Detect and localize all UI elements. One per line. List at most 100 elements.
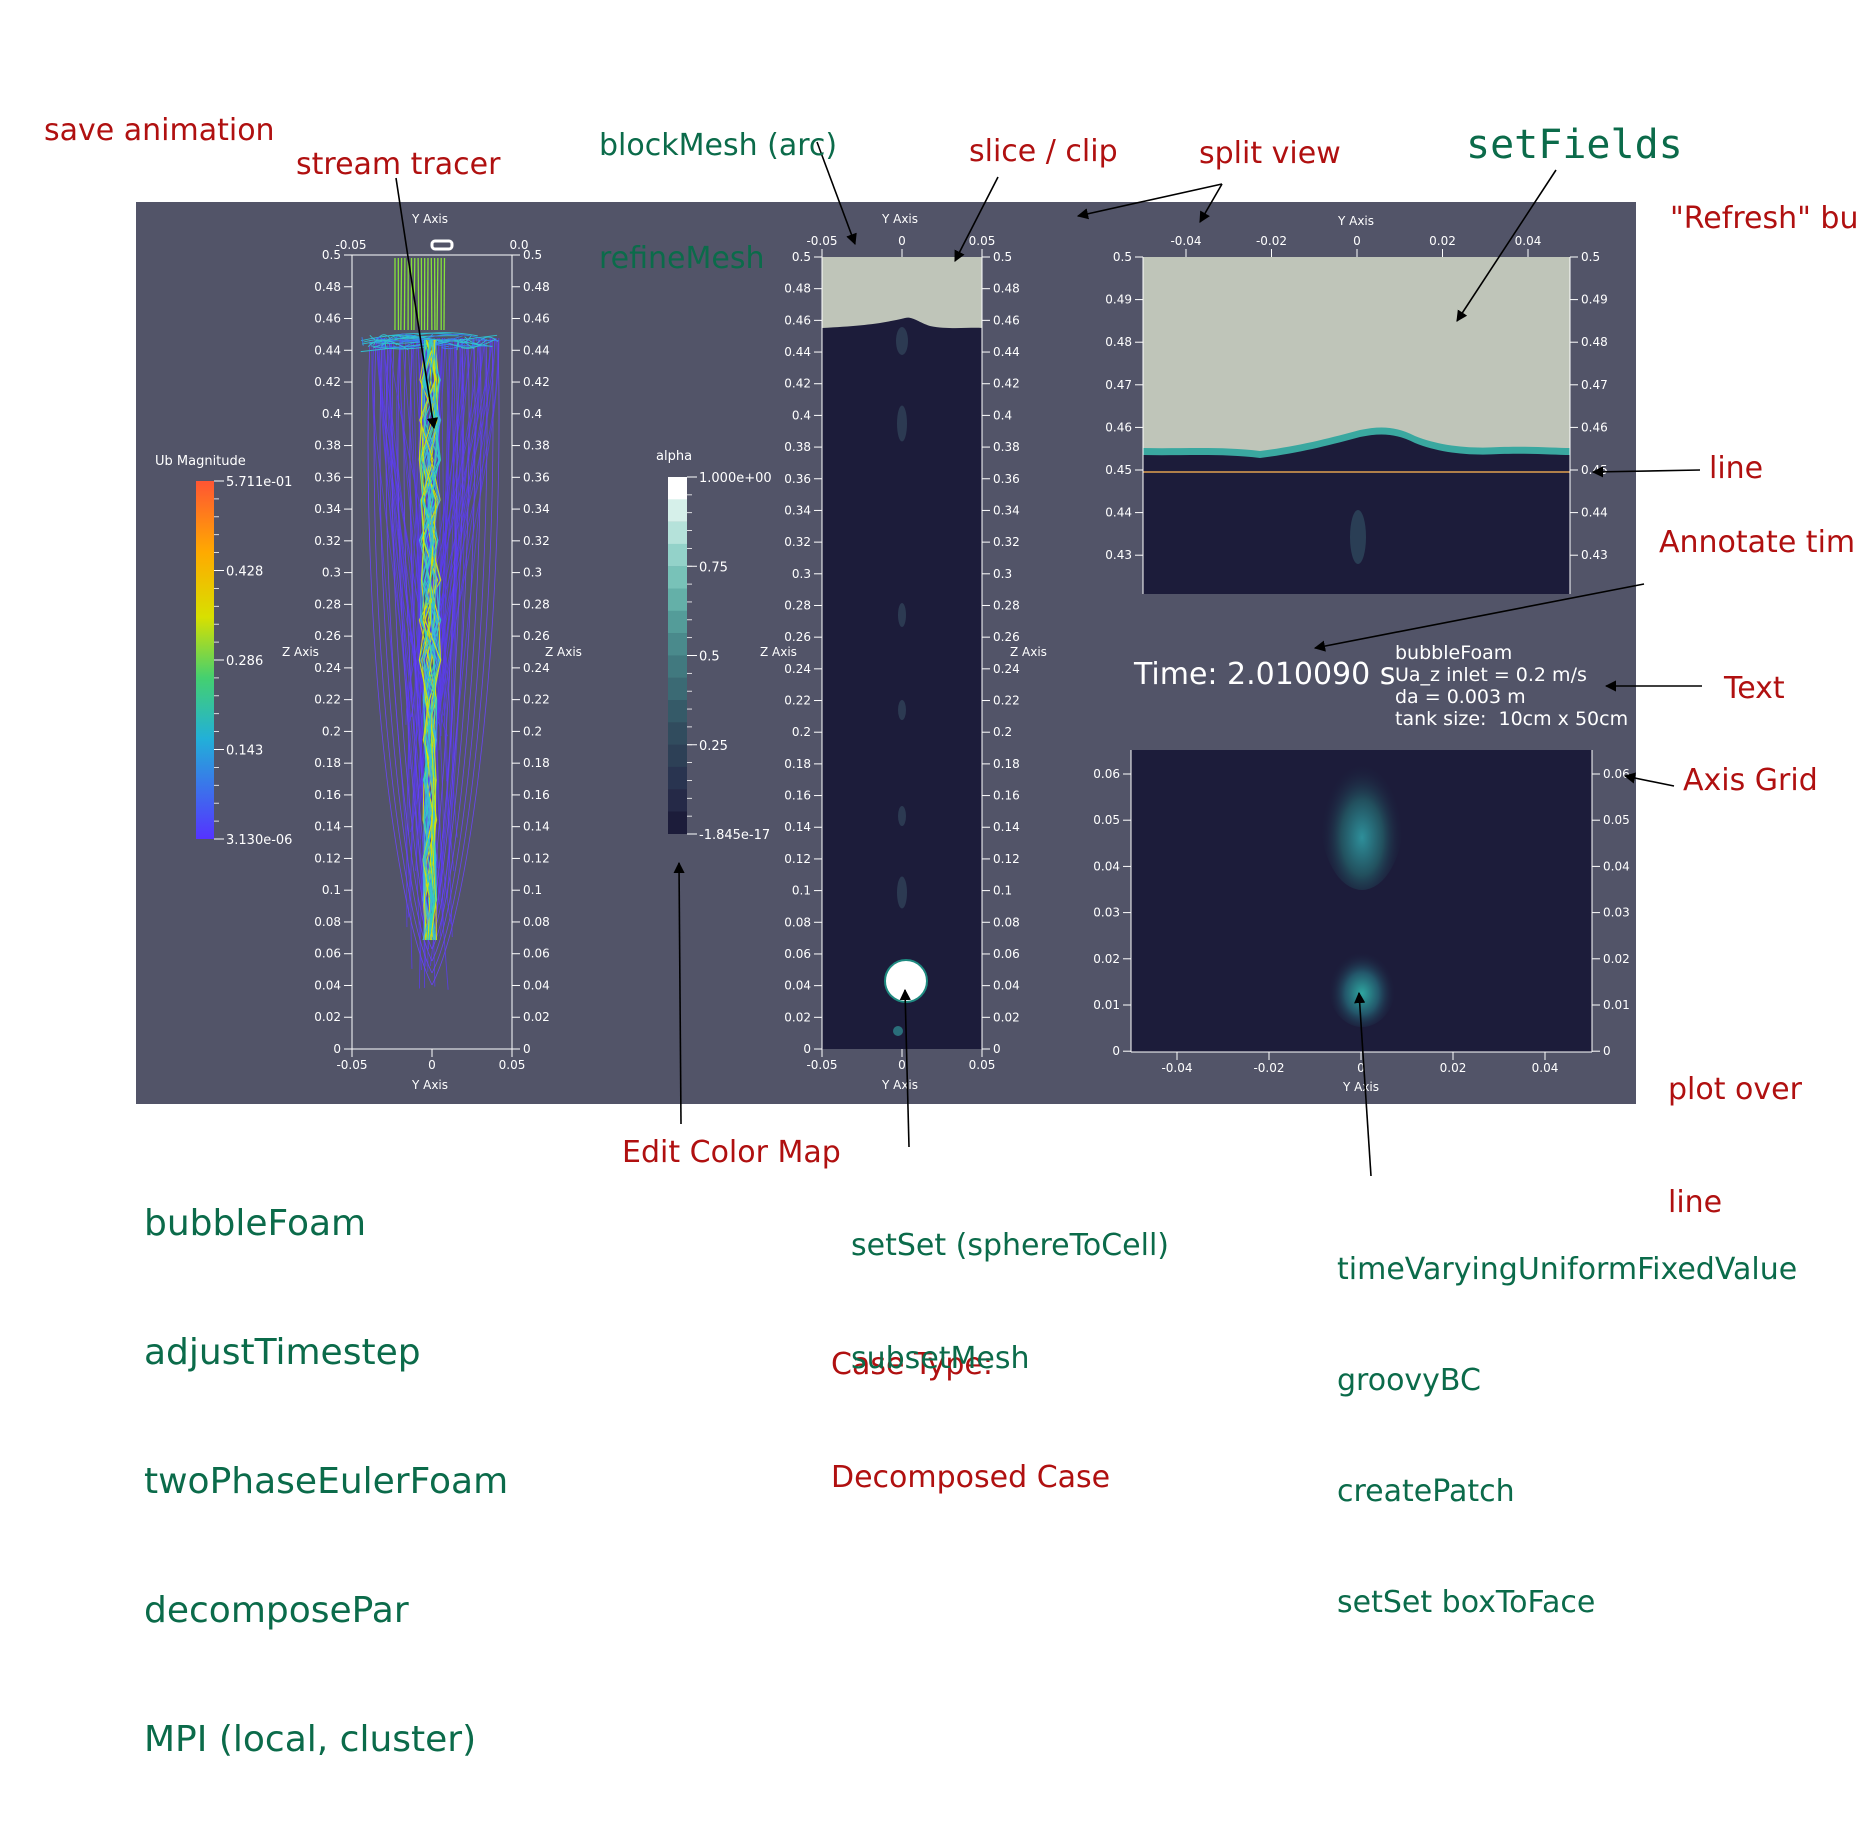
label-save-animation: save animation bbox=[44, 112, 275, 150]
label-slice-clip: slice / clip bbox=[969, 133, 1118, 171]
label-refresh-button: "Refresh" bu bbox=[1670, 200, 1857, 238]
label-bubblefoam: bubbleFoam bbox=[144, 1202, 508, 1245]
tick-label-left: 0.48 bbox=[314, 280, 341, 294]
label-groovybc: groovyBC bbox=[1337, 1362, 1797, 1399]
alpha-colorbar-band bbox=[668, 566, 687, 589]
tick-label-right: 0.12 bbox=[523, 851, 550, 865]
tick-label-right: 0.43 bbox=[1581, 548, 1608, 562]
tick-label-left: 0.28 bbox=[314, 597, 341, 611]
alpha-colorbar-title: alpha bbox=[656, 449, 692, 464]
tick-label-right: 0.48 bbox=[1581, 335, 1608, 349]
tick-label-right: 0.44 bbox=[993, 345, 1020, 359]
label-blockmesh-group: blockMesh (arc) refineMesh bbox=[599, 52, 837, 352]
label-timevarying: timeVaryingUniformFixedValue bbox=[1337, 1251, 1797, 1288]
axis-title-side-left: Z Axis bbox=[760, 645, 797, 659]
tick-label-left: 0.3 bbox=[792, 567, 811, 581]
tick-label-right: 0.02 bbox=[1603, 952, 1630, 966]
alpha-colorbar-band bbox=[668, 678, 687, 701]
x-tick-label-bottom: 0.05 bbox=[499, 1058, 526, 1072]
label-plot-over-line-1: plot over bbox=[1668, 1071, 1802, 1109]
tick-label-left: 0.02 bbox=[784, 1010, 811, 1024]
tick-label-right: 0.36 bbox=[523, 470, 550, 484]
label-text: Text bbox=[1724, 670, 1785, 708]
x-tick-label-top: -0.05 bbox=[335, 238, 366, 252]
tick-label-right: 0 bbox=[523, 1042, 531, 1056]
tick-label-left: 0.45 bbox=[1105, 463, 1132, 477]
ub-colorbar-label: 5.711e-01 bbox=[226, 475, 292, 490]
tick-label-left: 0.43 bbox=[1105, 548, 1132, 562]
x-tick-label-bottom: 0.04 bbox=[1532, 1061, 1559, 1075]
tick-label-right: 0.3 bbox=[993, 567, 1012, 581]
x-tick-label-bottom: -0.02 bbox=[1253, 1061, 1284, 1075]
tick-label-right: 0.18 bbox=[993, 757, 1020, 771]
tick-label-left: 0.4 bbox=[322, 407, 341, 421]
x-tick-label-top: 0.02 bbox=[1429, 234, 1456, 248]
tick-label-left: 0.18 bbox=[314, 756, 341, 770]
tick-label-right: 0.32 bbox=[523, 534, 550, 548]
time-annotation: Time: 2.010090 s bbox=[1134, 656, 1395, 694]
alpha-trace-blob bbox=[898, 806, 906, 826]
tick-label-right: 0.08 bbox=[993, 915, 1020, 929]
tick-label-right: 0.08 bbox=[523, 915, 550, 929]
tick-label-right: 0.4 bbox=[993, 408, 1012, 422]
tick-label-left: 0.4 bbox=[792, 408, 811, 422]
tick-label-left: 0.24 bbox=[314, 661, 341, 675]
alpha-trace-blob bbox=[898, 700, 906, 720]
tick-label-right: 0.16 bbox=[993, 789, 1020, 803]
tick-label-right: 0.48 bbox=[523, 280, 550, 294]
tick-label-right: 0.2 bbox=[993, 725, 1012, 739]
tick-label-right: 0.46 bbox=[993, 313, 1020, 327]
tick-label-left: 0.04 bbox=[314, 978, 341, 992]
inlet-streamline bbox=[437, 258, 438, 330]
tick-label-right: 0.04 bbox=[993, 979, 1020, 993]
x-tick-label-top: -0.02 bbox=[1256, 234, 1287, 248]
alpha-colorbar-band bbox=[668, 522, 687, 545]
tick-label-left: 0.22 bbox=[314, 693, 341, 707]
tick-label-right: 0.34 bbox=[993, 503, 1020, 517]
axis-title-side-right: Z Axis bbox=[1010, 645, 1047, 659]
tick-label-left: 0.2 bbox=[322, 724, 341, 738]
x-tick-label-bottom: 0.05 bbox=[969, 1058, 996, 1072]
tick-label-left: 0.14 bbox=[784, 820, 811, 834]
x-tick-label-bottom: -0.05 bbox=[806, 1058, 837, 1072]
label-edit-color-map: Edit Color Map bbox=[622, 1134, 841, 1172]
tick-label-left: 0.49 bbox=[1105, 293, 1132, 307]
tick-label-right: 0.42 bbox=[523, 375, 550, 389]
arrow-edit-color-map bbox=[679, 863, 681, 1124]
alpha-colorbar-band bbox=[668, 700, 687, 723]
tick-label-right: 0.22 bbox=[523, 693, 550, 707]
tick-label-left: 0.32 bbox=[784, 535, 811, 549]
tick-label-left: 0.38 bbox=[314, 439, 341, 453]
label-createpatch: createPatch bbox=[1337, 1473, 1797, 1510]
alpha-colorbar-band bbox=[668, 589, 687, 612]
tick-label-right: 0.44 bbox=[1581, 506, 1608, 520]
alpha-colorbar-band bbox=[668, 544, 687, 567]
tick-label-right: 0.22 bbox=[993, 694, 1020, 708]
initial-bubble bbox=[885, 960, 927, 1002]
tick-label-right: 0.18 bbox=[523, 756, 550, 770]
tick-label-right: 0.06 bbox=[523, 947, 550, 961]
alpha-trace-blob bbox=[897, 877, 907, 909]
alpha-colorbar-band bbox=[668, 722, 687, 745]
tick-label-left: 0.44 bbox=[1105, 506, 1132, 520]
tick-label-left: 0.06 bbox=[314, 947, 341, 961]
arrow-slice-clip bbox=[955, 177, 998, 261]
arrow-line bbox=[1593, 470, 1700, 472]
tick-label-right: 0.36 bbox=[993, 472, 1020, 486]
alpha-colorbar-band bbox=[668, 789, 687, 812]
text-line-2: Ua_z inlet = 0.2 m/s bbox=[1395, 664, 1628, 686]
tick-label-right: 0.02 bbox=[523, 1010, 550, 1024]
axis-title-bottom: Y Axis bbox=[411, 1078, 448, 1092]
x-tick-label-bottom: 0 bbox=[898, 1058, 906, 1072]
streamlines bbox=[361, 258, 499, 990]
label-setfields: setFields bbox=[1466, 120, 1683, 170]
label-annotate-time: Annotate tim bbox=[1659, 524, 1855, 562]
tick-label-right: 0.2 bbox=[523, 724, 542, 738]
tick-label-right: 0.48 bbox=[993, 282, 1020, 296]
ub-colorbar-label: 0.286 bbox=[226, 654, 263, 669]
alpha-colorbar-label: 0.25 bbox=[699, 739, 728, 754]
tick-label-right: 0.05 bbox=[1603, 813, 1630, 827]
tick-label-left: 0.24 bbox=[784, 662, 811, 676]
tick-label-right: 0.26 bbox=[523, 629, 550, 643]
